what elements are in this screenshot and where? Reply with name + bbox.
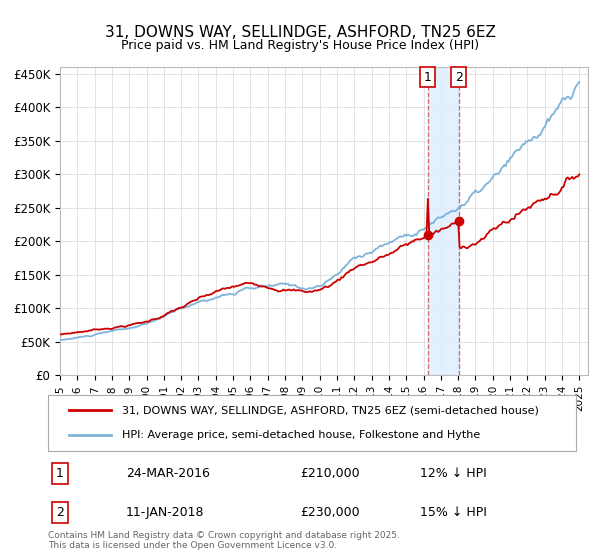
Text: £210,000: £210,000: [300, 467, 359, 480]
Text: Contains HM Land Registry data © Crown copyright and database right 2025.
This d: Contains HM Land Registry data © Crown c…: [48, 530, 400, 550]
Text: £230,000: £230,000: [300, 506, 359, 520]
Text: 15% ↓ HPI: 15% ↓ HPI: [420, 506, 487, 520]
Text: 31, DOWNS WAY, SELLINDGE, ASHFORD, TN25 6EZ (semi-detached house): 31, DOWNS WAY, SELLINDGE, ASHFORD, TN25 …: [122, 405, 539, 416]
Text: 2: 2: [455, 71, 463, 84]
Text: HPI: Average price, semi-detached house, Folkestone and Hythe: HPI: Average price, semi-detached house,…: [122, 430, 480, 440]
Text: 2: 2: [56, 506, 64, 520]
Text: 11-JAN-2018: 11-JAN-2018: [126, 506, 205, 520]
Text: 24-MAR-2016: 24-MAR-2016: [126, 467, 210, 480]
Text: Price paid vs. HM Land Registry's House Price Index (HPI): Price paid vs. HM Land Registry's House …: [121, 39, 479, 52]
Text: 1: 1: [424, 71, 431, 84]
Text: 1: 1: [56, 467, 64, 480]
Bar: [428, 67, 458, 375]
Text: 31, DOWNS WAY, SELLINDGE, ASHFORD, TN25 6EZ: 31, DOWNS WAY, SELLINDGE, ASHFORD, TN25 …: [104, 25, 496, 40]
Text: 12% ↓ HPI: 12% ↓ HPI: [420, 467, 487, 480]
